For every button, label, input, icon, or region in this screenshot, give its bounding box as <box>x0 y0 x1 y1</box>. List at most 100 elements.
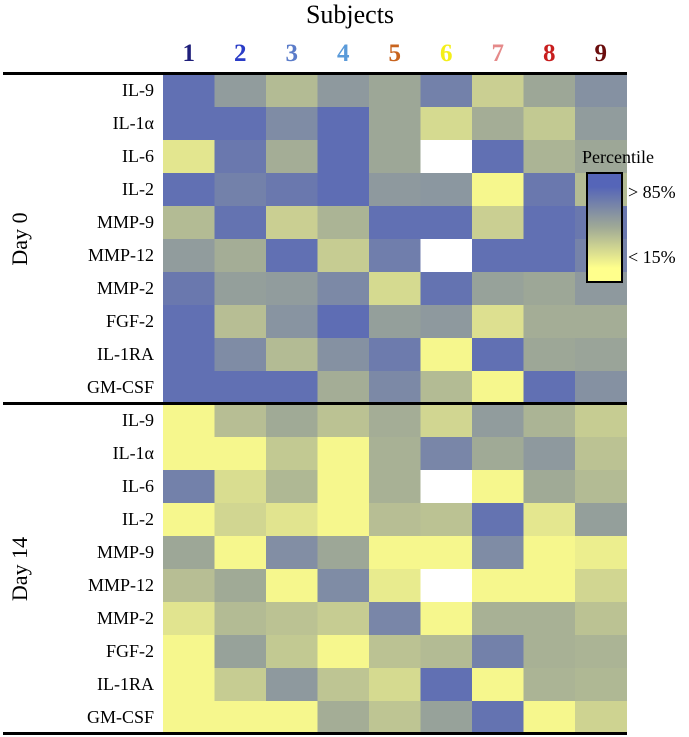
heatmap-cell <box>369 206 422 240</box>
heatmap-cell <box>317 239 370 273</box>
group-divider-rule <box>3 402 627 405</box>
cytokine-row-labels: IL-9 IL-1α IL-6 IL-2 MMP-9 MMP-12 MMP-2 FGF-2 IL… <box>40 74 160 734</box>
heatmap-cell <box>266 140 319 174</box>
heatmap-cell <box>214 140 267 174</box>
heatmap-cell <box>472 437 525 471</box>
heatmap-cell <box>369 668 422 702</box>
heatmap-cell <box>420 602 473 636</box>
heatmap-cell <box>369 536 422 570</box>
heatmap-cell <box>523 470 576 504</box>
heatmap-cell <box>523 305 576 339</box>
heatmap-cell <box>369 371 422 405</box>
row-label: MMP-2 <box>96 278 154 298</box>
heatmap-cell <box>472 107 525 141</box>
heatmap-cell <box>420 470 473 504</box>
row-label: IL-1α <box>112 113 154 133</box>
row-label: MMP-12 <box>87 575 154 595</box>
row-label: IL-6 <box>122 476 154 496</box>
heatmap-cell <box>420 701 473 734</box>
heatmap-cell <box>472 206 525 240</box>
heatmap-cell <box>266 701 319 734</box>
row-label: MMP-9 <box>96 542 154 562</box>
heatmap-cell <box>163 239 216 273</box>
heatmap-cell <box>163 173 216 207</box>
legend-colorbar <box>586 172 623 283</box>
heatmap-cell <box>317 437 370 471</box>
heatmap-cell <box>472 272 525 306</box>
heatmap-cell <box>523 437 576 471</box>
heatmap-cell <box>317 536 370 570</box>
heatmap-cell <box>369 74 422 108</box>
heatmap-cell <box>523 536 576 570</box>
bottom-rule <box>3 732 627 735</box>
heatmap-cell <box>163 338 216 372</box>
heatmap-cell <box>472 140 525 174</box>
heatmap-cell <box>214 272 267 306</box>
heatmap-cell <box>523 206 576 240</box>
heatmap-cell <box>163 371 216 405</box>
heatmap-cell <box>472 668 525 702</box>
subject-label: 5 <box>388 40 402 67</box>
heatmap-cell <box>575 536 627 570</box>
heatmap-cell <box>266 173 319 207</box>
subject-label: 9 <box>594 40 608 67</box>
heatmap-cell <box>523 74 576 108</box>
heatmap-cell <box>266 305 319 339</box>
heatmap-cell <box>472 536 525 570</box>
heatmap-cell <box>266 437 319 471</box>
heatmap-cell <box>420 140 473 174</box>
heatmap-cell <box>472 338 525 372</box>
heatmap-cell <box>163 503 216 537</box>
row-label: IL-1RA <box>97 344 154 364</box>
heatmap-cell <box>523 668 576 702</box>
heatmap-cell <box>266 206 319 240</box>
heatmap-cell <box>472 305 525 339</box>
heatmap-cell <box>317 371 370 405</box>
heatmap-cell <box>163 140 216 174</box>
heatmap-cell <box>472 569 525 603</box>
heatmap-cell <box>575 404 627 438</box>
heatmap-cell <box>163 107 216 141</box>
heatmap-cell <box>163 569 216 603</box>
heatmap-cell <box>369 140 422 174</box>
heatmap-cell <box>472 371 525 405</box>
subject-label: 1 <box>182 40 196 67</box>
heatmap-cell <box>369 635 422 669</box>
heatmap-cell <box>163 404 216 438</box>
heatmap-cell <box>214 239 267 273</box>
heatmap-cell <box>523 173 576 207</box>
heatmap-cell <box>472 701 525 734</box>
heatmap-cell <box>317 74 370 108</box>
top-rule <box>3 72 627 75</box>
subject-label: 3 <box>285 40 299 67</box>
heatmap-cell <box>317 668 370 702</box>
heatmap-cell <box>523 338 576 372</box>
heatmap-cell <box>575 602 627 636</box>
heatmap-cell <box>523 569 576 603</box>
heatmap-cell <box>420 338 473 372</box>
heatmap-cell <box>214 206 267 240</box>
heatmap-cell <box>575 338 627 372</box>
row-label: IL-1α <box>112 443 154 463</box>
heatmap-cell <box>369 272 422 306</box>
heatmap-cell <box>369 305 422 339</box>
heatmap-cell <box>163 305 216 339</box>
heatmap-cell <box>266 371 319 405</box>
heatmap-cell <box>420 503 473 537</box>
heatmap-cell <box>317 107 370 141</box>
heatmap-cell <box>317 470 370 504</box>
subject-label: 4 <box>337 40 350 67</box>
heatmap-cell <box>214 602 267 636</box>
heatmap-cell <box>575 140 627 174</box>
row-label: GM-CSF <box>86 707 154 727</box>
heatmap-cell <box>472 74 525 108</box>
heatmap-cell <box>214 74 267 108</box>
heatmap-cell <box>420 173 473 207</box>
day-group-label: Day 0 <box>7 212 32 266</box>
row-label: IL-6 <box>122 146 154 166</box>
legend-title: Percentile <box>582 147 654 167</box>
heatmap-cell <box>317 173 370 207</box>
heatmap-cell <box>163 272 216 306</box>
heatmap-cell <box>266 404 319 438</box>
heatmap-cell <box>163 701 216 734</box>
